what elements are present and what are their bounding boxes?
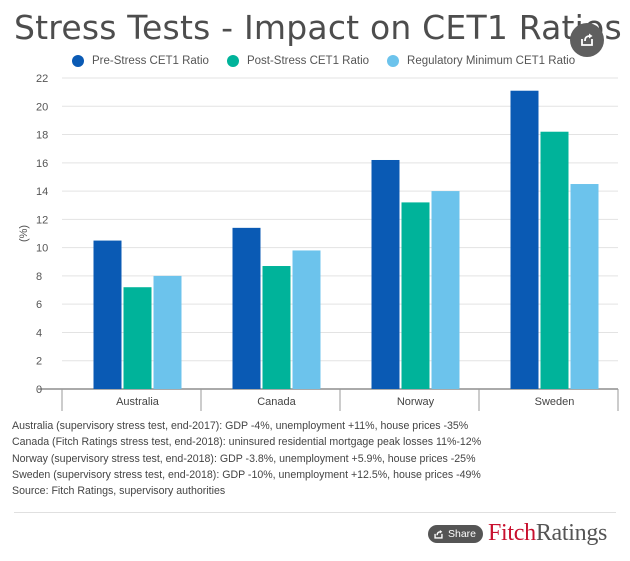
bar	[153, 275, 182, 389]
bar	[232, 227, 261, 389]
bar	[123, 287, 152, 389]
bar	[570, 184, 599, 389]
y-tick-label: 20	[36, 101, 48, 113]
share-button[interactable]	[570, 23, 604, 57]
y-tick-label: 8	[36, 271, 42, 283]
footer-divider	[14, 512, 616, 513]
legend-swatch	[72, 55, 84, 67]
legend-label: Regulatory Minimum CET1 Ratio	[407, 55, 576, 67]
brand-part-2: Ratings	[535, 520, 608, 546]
y-tick-label: 22	[36, 73, 48, 85]
chart-legend: Pre-Stress CET1 Ratio Post-Stress CET1 R…	[72, 55, 575, 67]
footer-share-button[interactable]: Share	[428, 525, 484, 543]
bar	[292, 250, 321, 389]
y-tick-label: 10	[36, 243, 48, 255]
legend-item-regulatory-minimum[interactable]: Regulatory Minimum CET1 Ratio	[387, 55, 575, 67]
bar-chart: 0 2 4 6 8 10 12 14 16 18 20 22 (%) Australia Canada Nor…	[18, 73, 619, 411]
y-tick-label: 16	[36, 158, 48, 170]
share-icon	[434, 529, 443, 539]
note-sweden: Sweden (supervisory stress test, end-201…	[12, 468, 481, 481]
y-tick-label: 14	[36, 186, 48, 198]
legend-item-post-stress[interactable]: Post-Stress CET1 Ratio	[226, 55, 370, 67]
brand-part-1: Fitch	[488, 520, 536, 546]
y-tick-label: 2	[36, 356, 42, 368]
bar	[262, 266, 291, 389]
share-label: Share	[448, 528, 477, 540]
bar	[371, 159, 400, 389]
note-australia: Australia (supervisory stress test, end-…	[12, 420, 469, 432]
x-tick-label: Sweden	[535, 396, 575, 408]
legend-swatch	[226, 55, 239, 67]
y-tick-label: 12	[36, 214, 48, 226]
y-axis-label: (%)	[18, 225, 30, 242]
note-norway: Norway (supervisory stress test, end-201…	[12, 452, 476, 465]
legend-item-pre-stress[interactable]: Pre-Stress CET1 Ratio	[72, 55, 209, 67]
legend-label: Pre-Stress CET1 Ratio	[92, 55, 209, 67]
source-note: Source: Fitch Ratings, supervisory autho…	[12, 485, 226, 498]
share-icon	[581, 33, 593, 46]
bar	[401, 202, 430, 389]
y-tick-label: 6	[36, 299, 42, 311]
legend-swatch	[387, 55, 400, 67]
bar	[431, 191, 460, 389]
legend-label: Post-Stress CET1 Ratio	[246, 55, 370, 67]
chart-title: Stress Tests - Impact on CET1 Ratios	[14, 8, 622, 47]
y-tick-label: 4	[36, 327, 42, 339]
note-canada: Canada (Fitch Ratings stress test, end-2…	[12, 436, 482, 449]
bar	[540, 131, 569, 389]
chart-notes: Australia (supervisory stress test, end-…	[12, 418, 481, 499]
bar	[93, 240, 122, 389]
x-tick-label: Canada	[257, 396, 296, 408]
bar	[510, 90, 539, 390]
x-tick-label: Australia	[116, 396, 160, 408]
x-tick-label: Norway	[397, 396, 435, 408]
fitch-ratings-logo[interactable]: FitchRatings	[488, 520, 607, 547]
y-tick-label: 18	[36, 130, 48, 142]
y-tick-label: 0	[36, 384, 42, 396]
